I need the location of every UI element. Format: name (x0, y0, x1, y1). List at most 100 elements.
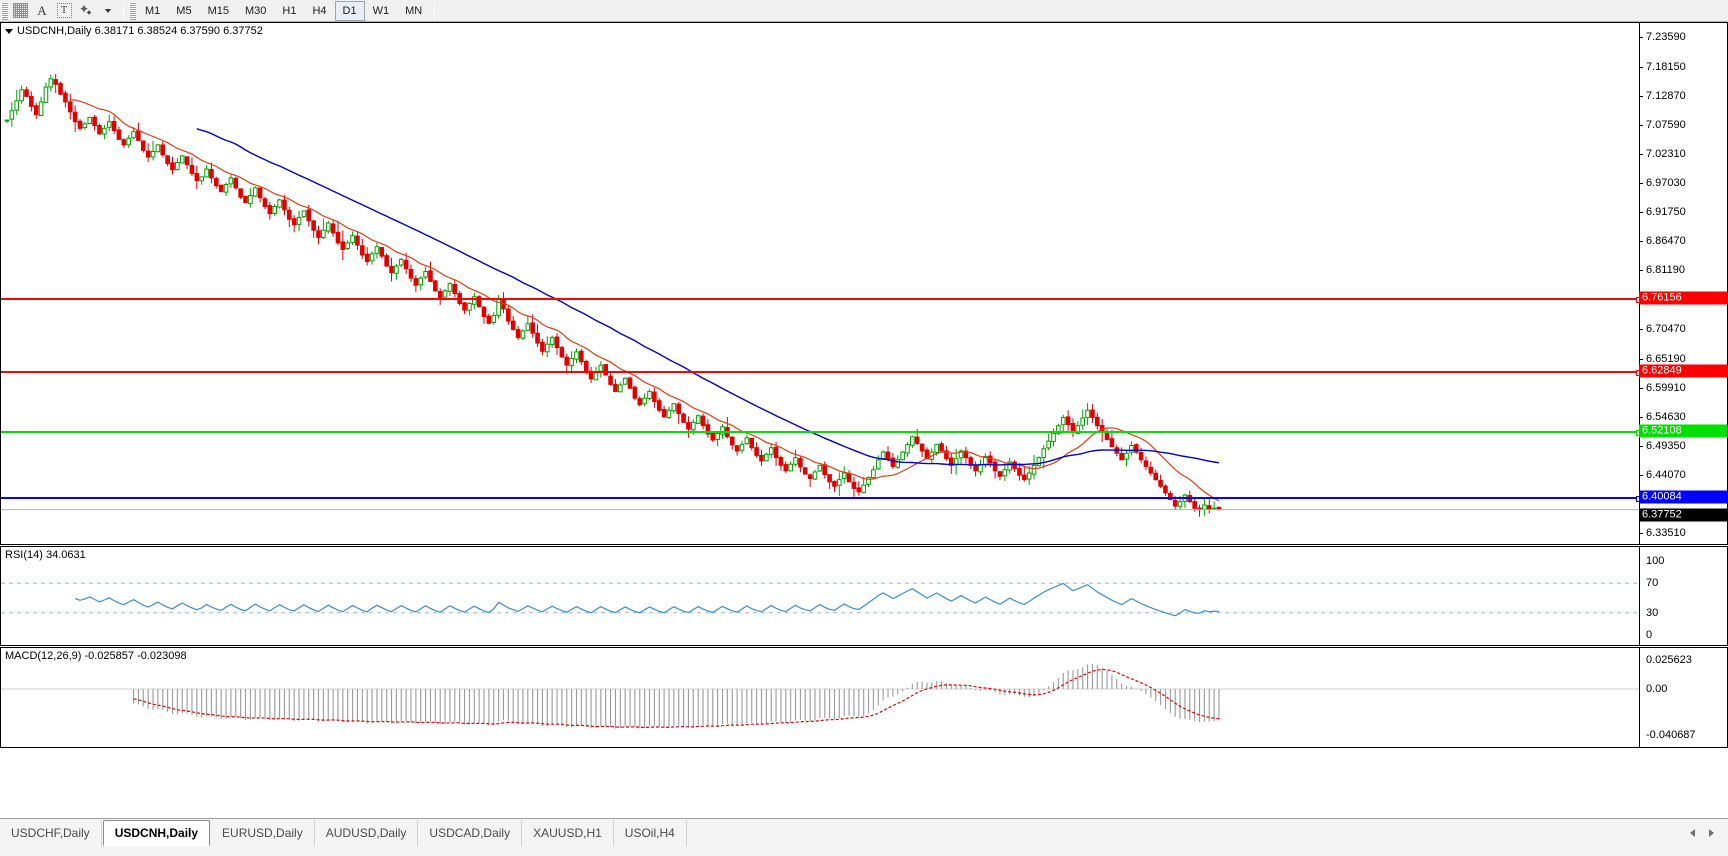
rsi-axis-label: 30 (1646, 606, 1659, 619)
price-axis-label: 6.65190 (1646, 352, 1686, 365)
level-price-tag: 6.40084 (1639, 490, 1727, 504)
macd-plot (1, 648, 1641, 747)
chart-tab-eurusd[interactable]: EURUSD,Daily (211, 820, 315, 846)
price-tick (1640, 474, 1643, 476)
text-box-icon[interactable]: T (53, 1, 75, 21)
price-tick (1640, 241, 1643, 243)
price-axis-label: 6.33510 (1646, 527, 1686, 539)
toolbar-separator-2 (434, 2, 436, 19)
chart-area[interactable]: USDCNH,Daily 6.38171 6.38524 6.37590 6.3… (0, 22, 1728, 841)
macd-pane[interactable]: MACD(12,26,9) -0.025857 -0.023098 0.0256… (0, 647, 1728, 748)
text-label-icon[interactable]: A (37, 2, 47, 18)
price-tick (1640, 387, 1643, 389)
price-axis-label: 7.18150 (1646, 60, 1686, 73)
tab-scroll-left-icon[interactable] (1690, 829, 1695, 837)
price-axis-label: 7.07590 (1646, 119, 1686, 132)
price-axis-label: 7.23590 (1646, 31, 1686, 43)
price-axis[interactable]: 7.23590 7.18150 7.12870 7.07590 7.02310 6.970… (1639, 23, 1727, 544)
rsi-plot (1, 547, 1641, 645)
rsi-caption: RSI(14) 34.0631 (5, 549, 86, 561)
level-handle[interactable] (1636, 370, 1641, 377)
tab-nav (1676, 820, 1728, 846)
price-axis-label: 7.02310 (1646, 148, 1686, 161)
chart-tabs: USDCHF,Daily USDCNH,Daily EURUSD,Daily AUDU… (0, 820, 1676, 846)
timeframe-m15[interactable]: M15 (207, 4, 229, 17)
price-plot[interactable] (1, 23, 1641, 544)
rsi-axis-label: 0 (1646, 629, 1653, 641)
level-handle[interactable] (1636, 429, 1641, 436)
timeframe-h1[interactable]: H1 (282, 4, 297, 17)
objects-icon[interactable] (75, 1, 97, 21)
price-tick (1640, 154, 1643, 156)
price-axis-label: 6.49350 (1646, 439, 1686, 452)
rsi-axis: 100 70 30 0 (1639, 547, 1727, 645)
objects-dropdown-icon[interactable] (97, 1, 119, 21)
price-tick (1640, 66, 1643, 68)
price-tick (1640, 533, 1643, 534)
price-tick (1640, 329, 1643, 331)
price-axis-label: 6.54630 (1646, 410, 1686, 423)
chart-tab-usdcnh[interactable]: USDCNH,Daily (102, 820, 211, 846)
price-axis-label: 6.86470 (1646, 235, 1686, 248)
level-line-6-76156[interactable] (1, 297, 1641, 304)
timeframe-m1[interactable]: M1 (145, 4, 161, 17)
crosshair-f-icon[interactable] (9, 1, 31, 21)
price-tick (1640, 212, 1643, 214)
chart-symbol-text: USDCNH,Daily 6.38171 6.38524 6.37590 6.3… (17, 25, 263, 37)
price-axis-label: 6.70470 (1646, 323, 1686, 336)
macd-histogram (1, 663, 1641, 729)
chart-tab-usdcad[interactable]: USDCAD,Daily (418, 820, 523, 846)
level-handle[interactable] (1636, 297, 1641, 304)
level-price-tag: 6.62849 (1639, 364, 1727, 378)
rsi-axis-label: 100 (1646, 555, 1665, 567)
price-tick (1640, 125, 1643, 127)
price-tick (1640, 270, 1643, 272)
rsi-line (1, 582, 1641, 617)
level-line-6-52108[interactable] (1, 429, 1641, 436)
main-toolbar: A T M1 M5 M15 M30 H1 H4 D1 W1 MN (0, 0, 1728, 22)
toolbar-drag-handle[interactable] (1, 1, 8, 20)
timeframe-drag-handle[interactable] (129, 1, 136, 20)
macd-axis-label: -0.040687 (1646, 729, 1696, 741)
price-tick (1640, 37, 1643, 38)
chart-tab-bar: USDCHF,Daily USDCNH,Daily EURUSD,Daily AUDU… (0, 818, 1728, 856)
price-tick (1640, 183, 1643, 185)
timeframe-group: M1 M5 M15 M30 H1 H4 D1 W1 MN (137, 0, 430, 21)
price-pane[interactable]: USDCNH,Daily 6.38171 6.38524 6.37590 6.3… (0, 23, 1728, 545)
current-price-tag: 6.37752 (1639, 508, 1727, 522)
chart-tab-usoil[interactable]: USOil,H4 (614, 820, 687, 846)
collapse-triangle-icon[interactable] (5, 28, 13, 34)
price-axis-label: 6.91750 (1646, 206, 1686, 219)
tab-scroll-right-icon[interactable] (1709, 829, 1714, 837)
macd-axis-label: 0.025623 (1646, 654, 1692, 666)
price-tick (1640, 416, 1643, 418)
timeframe-mn[interactable]: MN (405, 4, 423, 17)
price-axis-label: 7.12870 (1646, 90, 1686, 103)
chart-tab-xauusd[interactable]: XAUUSD,H1 (522, 820, 614, 846)
level-line-6-62849[interactable] (1, 370, 1641, 377)
timeframe-m5[interactable]: M5 (176, 4, 192, 17)
level-line-6-40084[interactable] (1, 495, 1641, 502)
chart-symbol-header: USDCNH,Daily 6.38171 6.38524 6.37590 6.3… (5, 25, 263, 37)
chart-tab-audusd[interactable]: AUDUSD,Daily (315, 820, 419, 846)
price-candles (1, 74, 1641, 517)
chart-tab-usdchf[interactable]: USDCHF,Daily (0, 820, 102, 846)
price-axis-label: 6.59910 (1646, 381, 1686, 394)
timeframe-d1[interactable]: D1 (334, 0, 365, 21)
macd-axis: 0.025623 0.00 -0.040687 (1639, 648, 1727, 747)
timeframe-w1[interactable]: W1 (372, 4, 390, 17)
macd-caption: MACD(12,26,9) -0.025857 -0.023098 (5, 650, 187, 662)
level-handle[interactable] (1636, 495, 1641, 502)
timeframe-m30[interactable]: M30 (244, 4, 267, 17)
price-axis-label: 6.44070 (1646, 468, 1686, 481)
rsi-axis-label: 70 (1646, 577, 1659, 590)
price-axis-label: 6.97030 (1646, 177, 1686, 190)
level-price-tag: 6.52108 (1639, 424, 1727, 438)
toolbar-separator (123, 2, 124, 19)
price-axis-label: 6.81190 (1646, 264, 1685, 277)
price-tick (1640, 96, 1643, 98)
level-price-tag: 6.76156 (1639, 291, 1727, 305)
timeframe-h4[interactable]: H4 (312, 4, 327, 17)
price-tick (1640, 358, 1643, 360)
rsi-pane[interactable]: RSI(14) 34.0631 100 70 30 0 (0, 546, 1728, 646)
